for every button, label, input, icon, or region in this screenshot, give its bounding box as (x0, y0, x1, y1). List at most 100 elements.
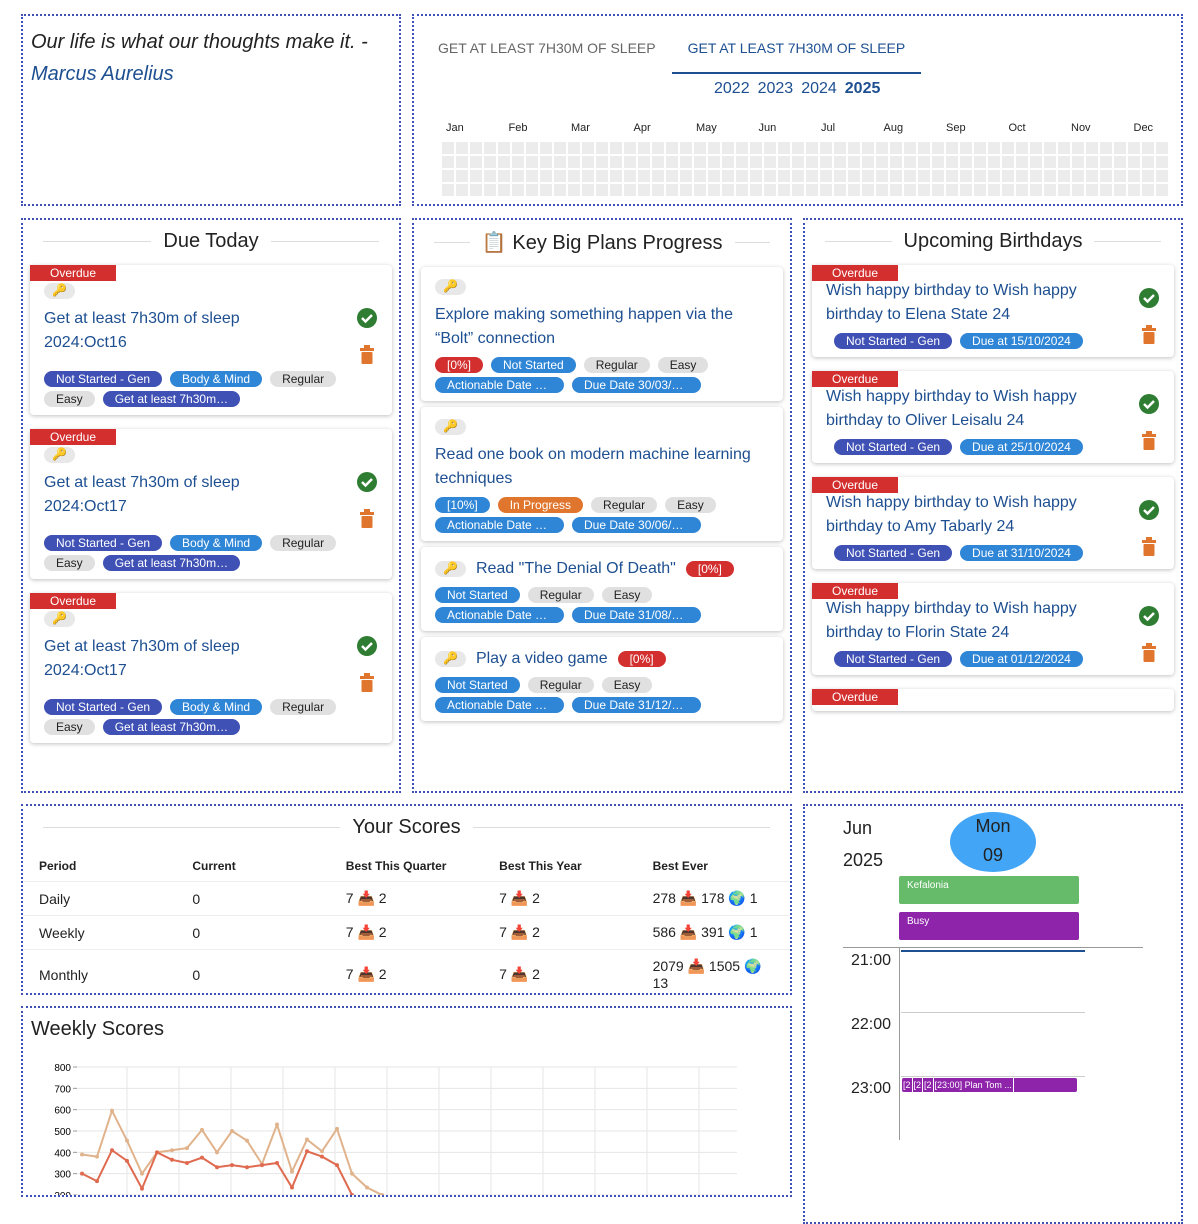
all-day-event[interactable]: Busy (899, 912, 1079, 940)
heatmap-cell (666, 184, 678, 196)
day-circle[interactable]: Mon 09 (950, 812, 1036, 872)
delete-button[interactable] (1141, 537, 1157, 557)
year[interactable]: 2022 (714, 80, 750, 97)
tag[interactable]: Due Date 31/08/… (572, 607, 701, 623)
event[interactable]: [2 (903, 1078, 913, 1092)
plan-title[interactable]: Play a video game (475, 650, 608, 667)
tag[interactable]: Easy (44, 391, 95, 407)
section-icon: 📋 (481, 232, 507, 254)
tag[interactable]: Not Started (435, 587, 520, 603)
tab[interactable]: GET AT LEAST 7H30M OF SLEEP (438, 40, 656, 56)
tag[interactable]: Not Started - Gen (834, 651, 953, 667)
tag[interactable]: Not Started - Gen (834, 545, 953, 561)
tag[interactable]: Not Started - Gen (44, 535, 163, 551)
tag[interactable]: Regular (270, 535, 337, 551)
year[interactable]: 2024 (801, 80, 837, 97)
tag[interactable]: In Progress (497, 497, 584, 513)
tag[interactable]: Easy (665, 497, 716, 513)
tag[interactable]: Regular (527, 677, 594, 693)
tag[interactable]: [0%] (685, 561, 734, 577)
birthday-title[interactable]: Wish happy birthday to Wish happy birthd… (826, 600, 1077, 641)
event[interactable]: [23:00] Plan Tom ... (934, 1078, 1014, 1092)
tag[interactable]: Due at 25/10/2024 (960, 439, 1083, 455)
tag[interactable]: Easy (44, 719, 95, 735)
scores-panel: Your Scores Period Current Best This Quarte… (21, 804, 792, 995)
done-button[interactable] (1138, 605, 1160, 627)
tag[interactable]: Due Date 31/12/… (572, 697, 701, 713)
done-button[interactable] (356, 471, 378, 493)
tab[interactable]: GET AT LEAST 7H30M OF SLEEP (671, 26, 922, 74)
heatmap-cell (708, 170, 720, 182)
event[interactable]: [2 (913, 1078, 924, 1092)
plan-title[interactable]: Read "The Denial Of Death" (475, 560, 676, 577)
tag[interactable]: Actionable Date … (435, 517, 564, 533)
done-button[interactable] (356, 307, 378, 329)
delete-button[interactable] (359, 345, 375, 365)
tag[interactable]: Easy (44, 555, 95, 571)
quote-author[interactable]: Marcus Aurelius (31, 63, 174, 85)
tag[interactable]: Regular (527, 587, 594, 603)
delete-button[interactable] (1141, 431, 1157, 451)
tag[interactable]: [0%] (617, 651, 666, 667)
task-title[interactable]: Get at least 7h30m of sleep 2024:Oct16 (44, 310, 240, 351)
tag[interactable]: Regular (270, 371, 337, 387)
heatmap-cell (582, 170, 594, 182)
heatmap-cell (694, 142, 706, 154)
tag[interactable]: Regular (270, 699, 337, 715)
year[interactable]: 2023 (757, 80, 794, 97)
tag[interactable]: Easy (601, 587, 653, 603)
tag[interactable]: Actionable Date … (435, 607, 564, 623)
tag[interactable]: Body & Mind (170, 371, 263, 387)
done-button[interactable] (1138, 393, 1160, 415)
birthday-title[interactable]: Wish happy birthday to Wish happy birthd… (826, 494, 1077, 535)
tag[interactable]: Due at 01/12/2024 (960, 651, 1083, 667)
birthday-title[interactable]: Wish happy birthday to Wish happy birthd… (826, 388, 1077, 429)
tag[interactable]: Actionable Date … (435, 697, 564, 713)
tag[interactable]: Get at least 7h30m… (102, 391, 241, 407)
done-button[interactable] (1138, 287, 1160, 309)
tag[interactable]: Due at 15/10/2024 (960, 333, 1083, 349)
tag[interactable]: Due at 31/10/2024 (960, 545, 1083, 561)
tag[interactable]: Not Started - Gen (834, 439, 953, 455)
tag[interactable]: [0%] (435, 357, 484, 373)
tag[interactable]: Easy (657, 357, 709, 373)
tag[interactable]: Not Started (435, 677, 520, 693)
tag[interactable]: Get at least 7h30m… (102, 555, 241, 571)
done-button[interactable] (1138, 499, 1160, 521)
tag[interactable]: Regular (583, 357, 650, 373)
year[interactable]: 2025 (844, 80, 881, 97)
tag[interactable]: Body & Mind (170, 535, 263, 551)
tag[interactable]: Actionable Date … (435, 377, 564, 393)
tag[interactable]: Easy (601, 677, 653, 693)
event[interactable]: [2 (924, 1078, 934, 1092)
tag[interactable]: Not Started - Gen (834, 333, 953, 349)
tag[interactable]: Not Started - Gen (44, 699, 163, 715)
tag[interactable]: Not Started (491, 357, 576, 373)
birthday-title[interactable]: Wish happy birthday to Wish happy birthd… (826, 282, 1077, 323)
delete-button[interactable] (1141, 643, 1157, 663)
done-button[interactable] (356, 635, 378, 657)
score-cell: 0 (176, 881, 330, 916)
heatmap-cell (1156, 184, 1168, 196)
tag[interactable]: Due Date 30/03/… (572, 377, 701, 393)
plan-title[interactable]: Read one book on modern machine learning… (435, 446, 751, 487)
tag[interactable]: [10%] (435, 497, 490, 513)
tag[interactable]: Due Date 30/06/… (572, 517, 701, 533)
point (335, 1126, 339, 1131)
delete-button[interactable] (359, 673, 375, 693)
tag[interactable]: Regular (591, 497, 658, 513)
tag[interactable]: Not Started - Gen (44, 371, 163, 387)
task-title[interactable]: Get at least 7h30m of sleep 2024:Oct17 (44, 638, 240, 679)
all-day-event[interactable]: Kefalonia (899, 876, 1079, 904)
tag[interactable]: Body & Mind (170, 699, 263, 715)
tag[interactable]: Get at least 7h30m… (102, 719, 241, 735)
delete-button[interactable] (359, 509, 375, 529)
heatmap-cell (1086, 170, 1098, 182)
delete-button[interactable] (1141, 325, 1157, 345)
heatmap-cell (1030, 184, 1042, 196)
plan-card: 🔑 Explore making something happen via the… (421, 267, 783, 401)
task-title[interactable]: Get at least 7h30m of sleep 2024:Oct17 (44, 474, 240, 515)
plan-title[interactable]: Explore making something happen via the … (435, 306, 733, 347)
heatmap-cell (778, 156, 790, 168)
heatmap-cell (498, 170, 510, 182)
